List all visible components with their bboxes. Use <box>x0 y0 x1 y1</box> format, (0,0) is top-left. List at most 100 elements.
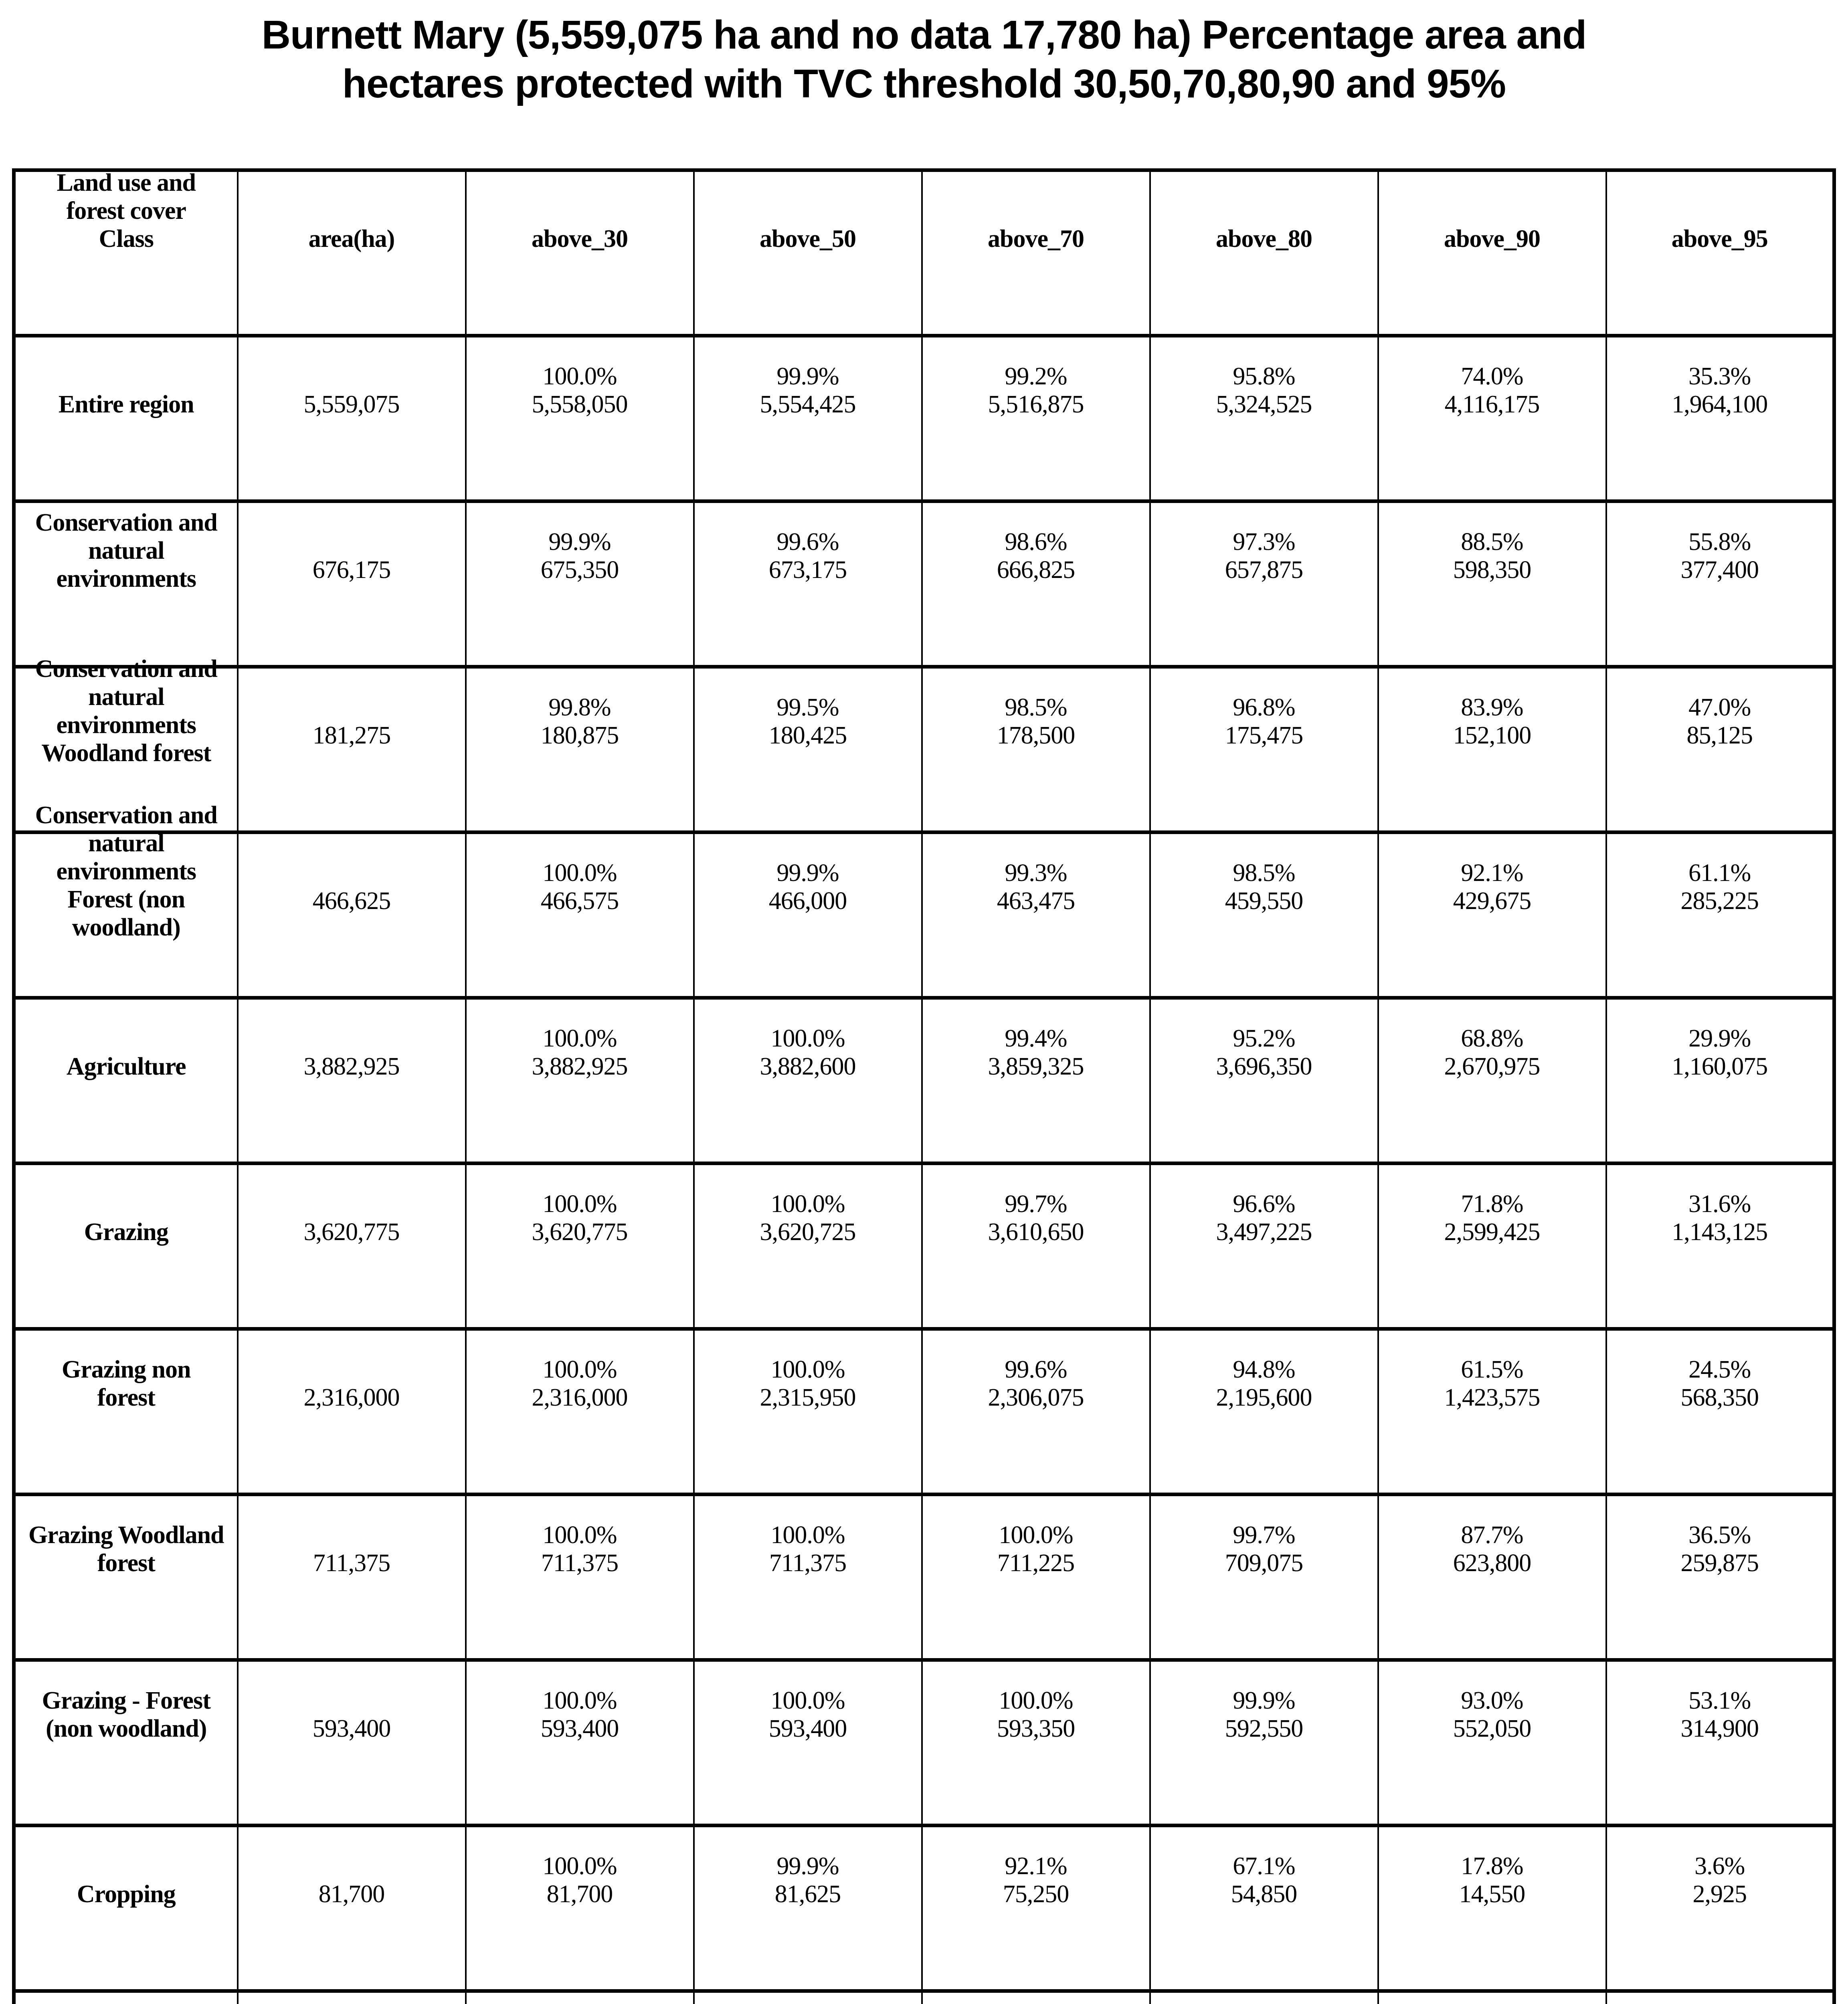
threshold-cell: 92.1% 429,675 <box>1377 830 1607 1000</box>
threshold-cell-text: 83.9% 152,100 <box>1453 694 1532 749</box>
threshold-cell: 17.8% 14,550 <box>1377 1824 1607 1993</box>
class-cell-text: Grazing <box>84 1218 169 1246</box>
threshold-cell-text: 99.7% 709,075 <box>1225 1521 1304 1577</box>
threshold-cell: 98.5% 178,500 <box>921 665 1151 834</box>
threshold-cell-text: 99.8% 180,875 <box>540 694 619 749</box>
threshold-cell-text: 99.9% 466,000 <box>768 859 847 915</box>
threshold-cell: 68.8% 2,670,975 <box>1377 996 1607 1165</box>
threshold-cell-text: 100.0% 466,575 <box>540 859 619 915</box>
table-row: Conservation and natural environments Wo… <box>13 655 1835 834</box>
threshold-cell-text: 88.5% 598,350 <box>1453 528 1532 584</box>
threshold-cell: 93.0% 552,050 <box>1377 1658 1607 1827</box>
threshold-cell-text: 53.1% 314,900 <box>1680 1687 1759 1742</box>
threshold-cell: 100.0% 593,400 <box>693 1658 923 1827</box>
class-cell-text: Cropping <box>77 1881 176 1908</box>
table-row: Conservation and natural environments Fo… <box>13 802 1835 1000</box>
column-header-text: above_30 <box>532 225 628 253</box>
area-cell-text: 3,882,925 <box>303 1053 400 1080</box>
threshold-cell-text: 100.0% 5,558,050 <box>532 363 628 418</box>
class-cell-text: Grazing Woodland forest <box>28 1521 224 1577</box>
area-cell: 3,882,925 <box>237 996 467 1165</box>
threshold-cell: 99.9% 174,600 <box>693 1989 923 2004</box>
table-row: Conservation and natural environments 676… <box>13 499 1835 669</box>
threshold-cell-text: 99.9% 81,625 <box>774 1852 841 1908</box>
threshold-cell: 99.7% 3,610,650 <box>921 1162 1151 1331</box>
threshold-cell-text: 100.0% 2,315,950 <box>760 1356 856 1411</box>
page-title: Burnett Mary (5,559,075 ha and no data 1… <box>261 12 1587 106</box>
area-cell-text: 466,625 <box>312 887 391 915</box>
threshold-cell-text: 98.6% 666,825 <box>997 528 1076 584</box>
class-cell-text: Grazing non forest <box>62 1356 191 1411</box>
threshold-cell: 96.6% 3,497,225 <box>1149 1162 1379 1331</box>
column-header-text: above_95 <box>1671 225 1768 253</box>
threshold-cell: 74.0% 4,116,175 <box>1377 334 1607 503</box>
threshold-cell: 35.3% 1,964,100 <box>1605 334 1835 503</box>
threshold-cell: 100.0% 593,350 <box>921 1658 1151 1827</box>
threshold-cell: 30.6% 53,475 <box>1377 1989 1607 2004</box>
class-cell: Grazing - Forest (non woodland) <box>13 1658 239 1827</box>
threshold-cell: 31.6% 1,143,125 <box>1605 1162 1835 1331</box>
class-cell-text: Conservation and natural environments Fo… <box>35 802 218 941</box>
threshold-cell: 99.3% 463,475 <box>921 830 1151 1000</box>
threshold-cell-text: 99.5% 180,425 <box>768 694 847 749</box>
column-header-text: above_90 <box>1444 225 1541 253</box>
threshold-cell-text: 99.9% 592,550 <box>1225 1687 1304 1742</box>
area-cell: 593,400 <box>237 1658 467 1827</box>
threshold-cell: 47.0% 85,125 <box>1605 665 1835 834</box>
table-row: Agriculture 3,882,925 100.0% 3,882,925 100.… <box>13 996 1835 1165</box>
threshold-cell: 79.6% 139,150 <box>1149 1989 1379 2004</box>
area-cell: 466,625 <box>237 830 467 1000</box>
threshold-cell-text: 3.6% 2,925 <box>1692 1852 1747 1908</box>
threshold-cell: 100.0% 3,882,925 <box>465 996 695 1165</box>
threshold-cell: 99.7% 709,075 <box>1149 1493 1379 1662</box>
threshold-cell-text: 100.0% 711,225 <box>997 1521 1075 1577</box>
column-header-text: Land use and forest cover Class <box>57 169 196 253</box>
threshold-cell: 100.0% 5,558,050 <box>465 334 695 503</box>
area-cell: 81,700 <box>237 1824 467 1993</box>
column-header: above_50 <box>693 168 923 337</box>
class-cell: Grazing Woodland forest <box>13 1493 239 1662</box>
table-row: Grazing - Forest (non woodland) 593,400 10… <box>13 1658 1835 1827</box>
threshold-cell: 100.0% 3,620,775 <box>465 1162 695 1331</box>
class-cell: Conservation and natural environments Fo… <box>13 802 239 1000</box>
threshold-cell-text: 61.1% 285,225 <box>1680 859 1759 915</box>
threshold-cell-text: 99.3% 463,475 <box>997 859 1076 915</box>
column-header-text: above_70 <box>988 225 1084 253</box>
threshold-cell-text: 99.6% 2,306,075 <box>988 1356 1084 1411</box>
threshold-cell-text: 24.5% 568,350 <box>1680 1356 1759 1411</box>
threshold-cell-text: 99.2% 5,516,875 <box>988 363 1084 418</box>
threshold-cell: 67.1% 54,850 <box>1149 1824 1379 1993</box>
column-header-text: above_80 <box>1216 225 1312 253</box>
threshold-cell-text: 74.0% 4,116,175 <box>1444 363 1540 418</box>
area-cell: 3,620,775 <box>237 1162 467 1331</box>
data-table: Land use and forest cover Class area(ha) a… <box>12 168 1836 2004</box>
threshold-cell: 99.9% 675,350 <box>465 499 695 669</box>
threshold-cell-text: 100.0% 2,316,000 <box>532 1356 628 1411</box>
column-header: above_90 <box>1377 168 1607 337</box>
threshold-cell-text: 100.0% 3,882,600 <box>760 1025 856 1080</box>
threshold-cell: 99.9% 5,554,425 <box>693 334 923 503</box>
threshold-cell: 53.1% 314,900 <box>1605 1658 1835 1827</box>
class-cell-text: Agriculture <box>66 1053 186 1080</box>
class-cell-text: Entire region <box>58 391 194 418</box>
threshold-cell-text: 100.0% 593,350 <box>997 1687 1076 1742</box>
area-cell-text: 2,316,000 <box>303 1384 400 1411</box>
threshold-cell-text: 29.9% 1,160,075 <box>1672 1025 1768 1080</box>
area-cell-text: 5,559,075 <box>303 391 400 418</box>
threshold-cell: 99.5% 180,425 <box>693 665 923 834</box>
threshold-cell: 99.9% 466,000 <box>693 830 923 1000</box>
table-row: Grazing Woodland forest 711,375 100.0% 711… <box>13 1493 1835 1662</box>
threshold-cell: 92.1% 75,250 <box>921 1824 1151 1993</box>
threshold-cell-text: 92.1% 75,250 <box>1003 1852 1070 1908</box>
threshold-cell: 100.0% 466,575 <box>465 830 695 1000</box>
threshold-cell-text: 61.5% 1,423,575 <box>1444 1356 1541 1411</box>
threshold-cell: 100.0% 3,882,600 <box>693 996 923 1165</box>
threshold-cell-text: 100.0% 593,400 <box>768 1687 847 1742</box>
area-cell-text: 81,700 <box>318 1881 385 1908</box>
threshold-cell: 61.5% 1,423,575 <box>1377 1327 1607 1496</box>
area-cell: 2,316,000 <box>237 1327 467 1496</box>
threshold-cell: 29.9% 1,160,075 <box>1605 996 1835 1165</box>
class-cell-text: Conservation and natural environments Wo… <box>35 655 218 767</box>
threshold-cell: 96.1% 167,875 <box>921 1989 1151 2004</box>
